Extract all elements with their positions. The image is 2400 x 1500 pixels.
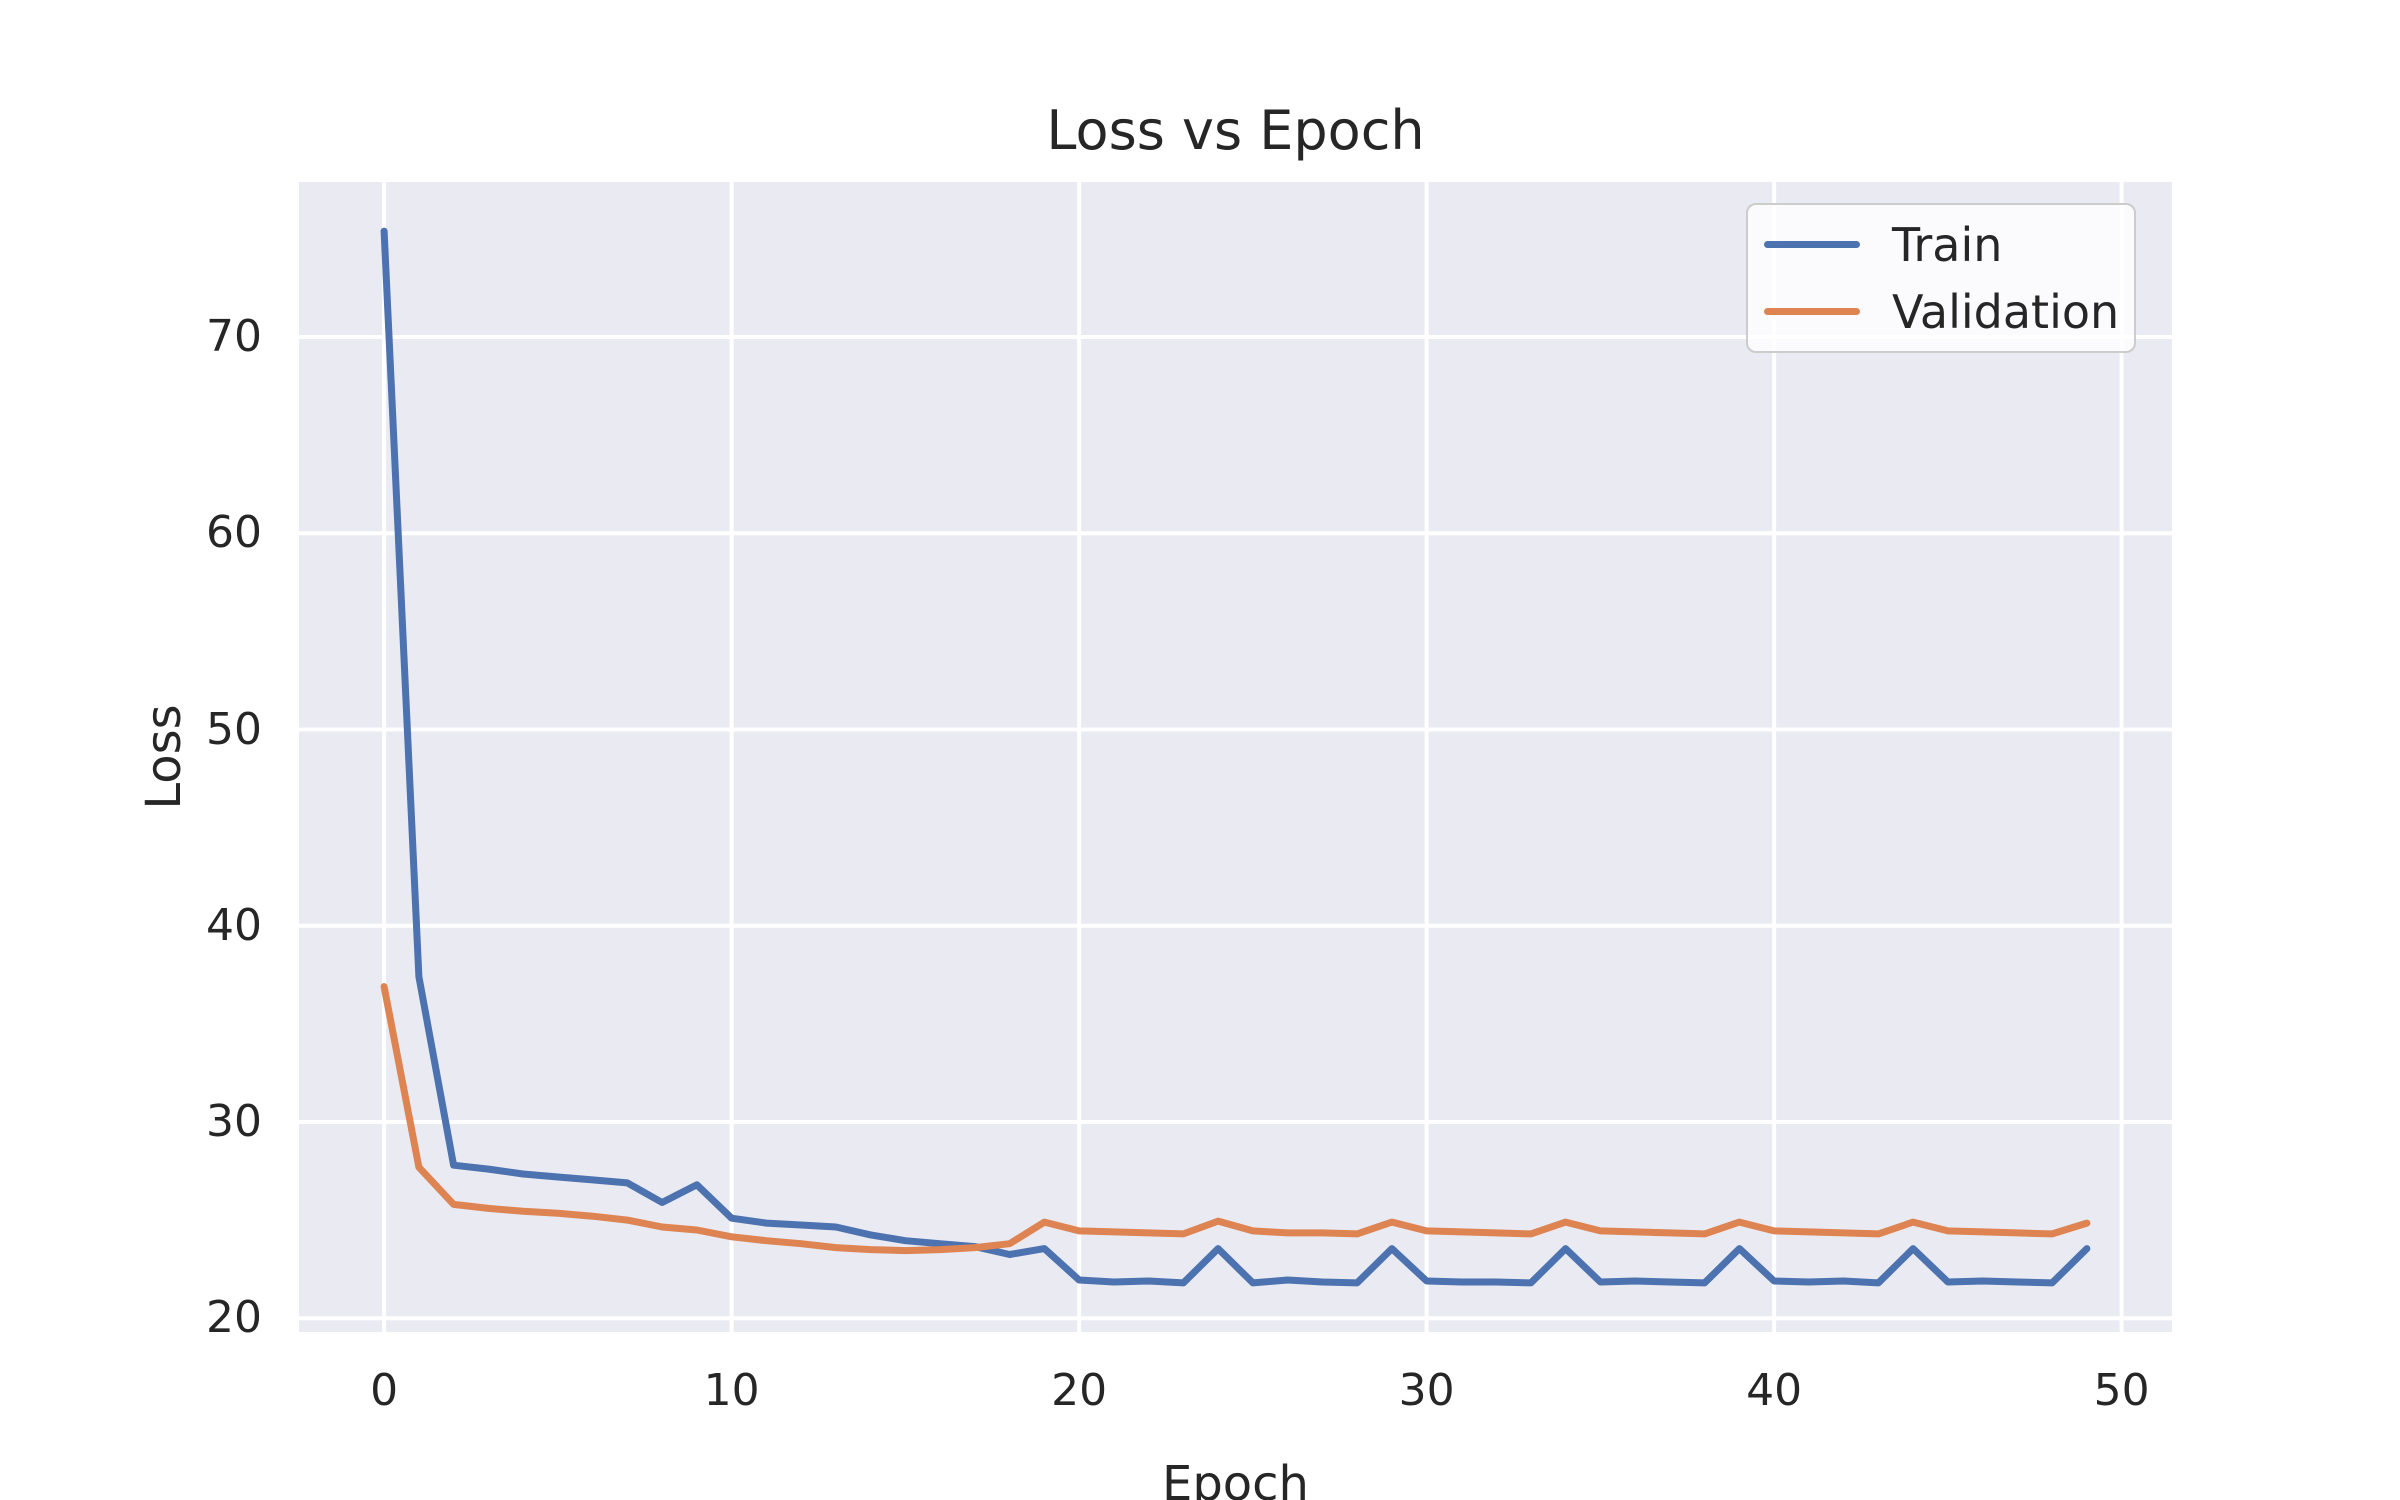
x-tick-label: 40 [1746,1365,1803,1416]
x-tick-label: 20 [1051,1365,1108,1416]
plot-area [299,182,2172,1332]
x-tick-label: 50 [2093,1365,2150,1416]
chart-title: Loss vs Epoch [1046,99,1425,162]
legend-label-train: Train [1892,217,2003,272]
y-tick-label: 30 [206,1096,262,1148]
x-axis-label: Epoch [1162,1456,1309,1500]
y-tick-label: 20 [206,1292,262,1344]
validation-line-swatch [1764,308,1860,315]
y-tick-label: 60 [206,507,262,559]
legend-item-validation: Validation [1764,289,2124,335]
y-tick-label: 40 [206,899,262,951]
y-tick-label: 50 [206,703,262,755]
train-line [380,227,2091,1287]
x-tick-label: 0 [370,1365,399,1416]
legend-item-train: Train [1764,222,2124,268]
legend-label-validation: Validation [1892,284,2120,339]
validation-line [380,983,2091,1255]
train-line-swatch [1764,241,1860,248]
y-tick-label: 70 [206,311,262,363]
x-tick-label: 30 [1398,1365,1455,1416]
x-tick-label: 10 [703,1365,760,1416]
legend: Train Validation [1746,203,2136,353]
